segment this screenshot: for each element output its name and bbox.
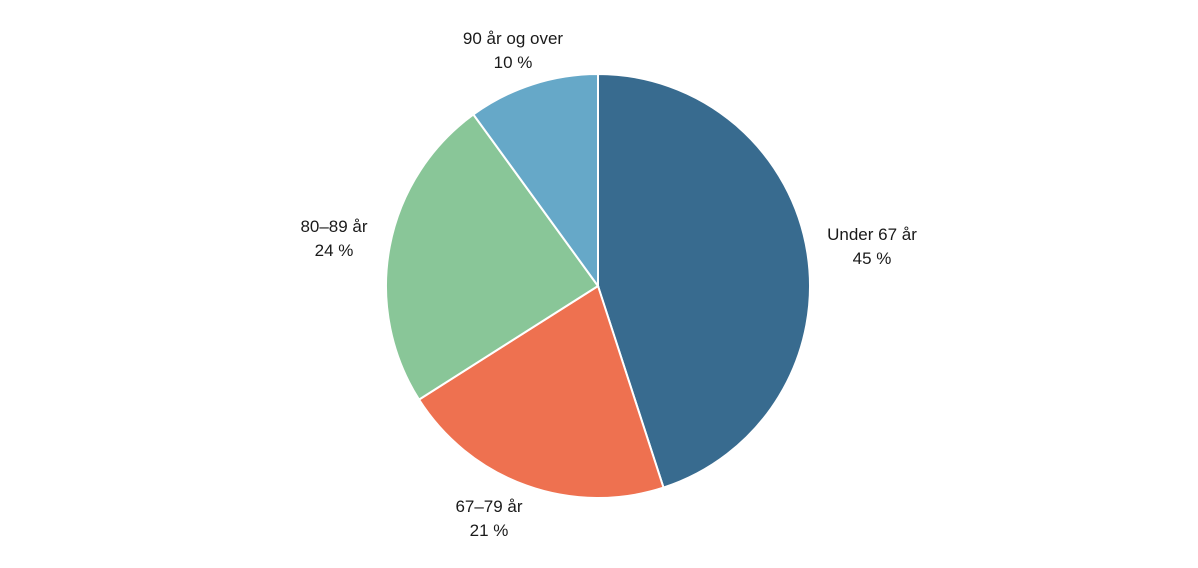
pie-slice-1 xyxy=(417,284,665,499)
slice-value-label: 10 % xyxy=(494,53,533,72)
slice-value-label: 24 % xyxy=(315,241,354,260)
slice-label: Under 67 år xyxy=(827,225,917,244)
slice-label: 80–89 år xyxy=(300,217,367,236)
pie-slice-2 xyxy=(385,113,600,401)
slice-value-label: 45 % xyxy=(853,249,892,268)
slice-value-label: 21 % xyxy=(470,521,509,540)
slice-label: 90 år og over xyxy=(463,29,564,48)
pie-slice-3 xyxy=(471,72,599,290)
pie-slice-0 xyxy=(597,72,811,489)
slice-label: 67–79 år xyxy=(455,497,522,516)
